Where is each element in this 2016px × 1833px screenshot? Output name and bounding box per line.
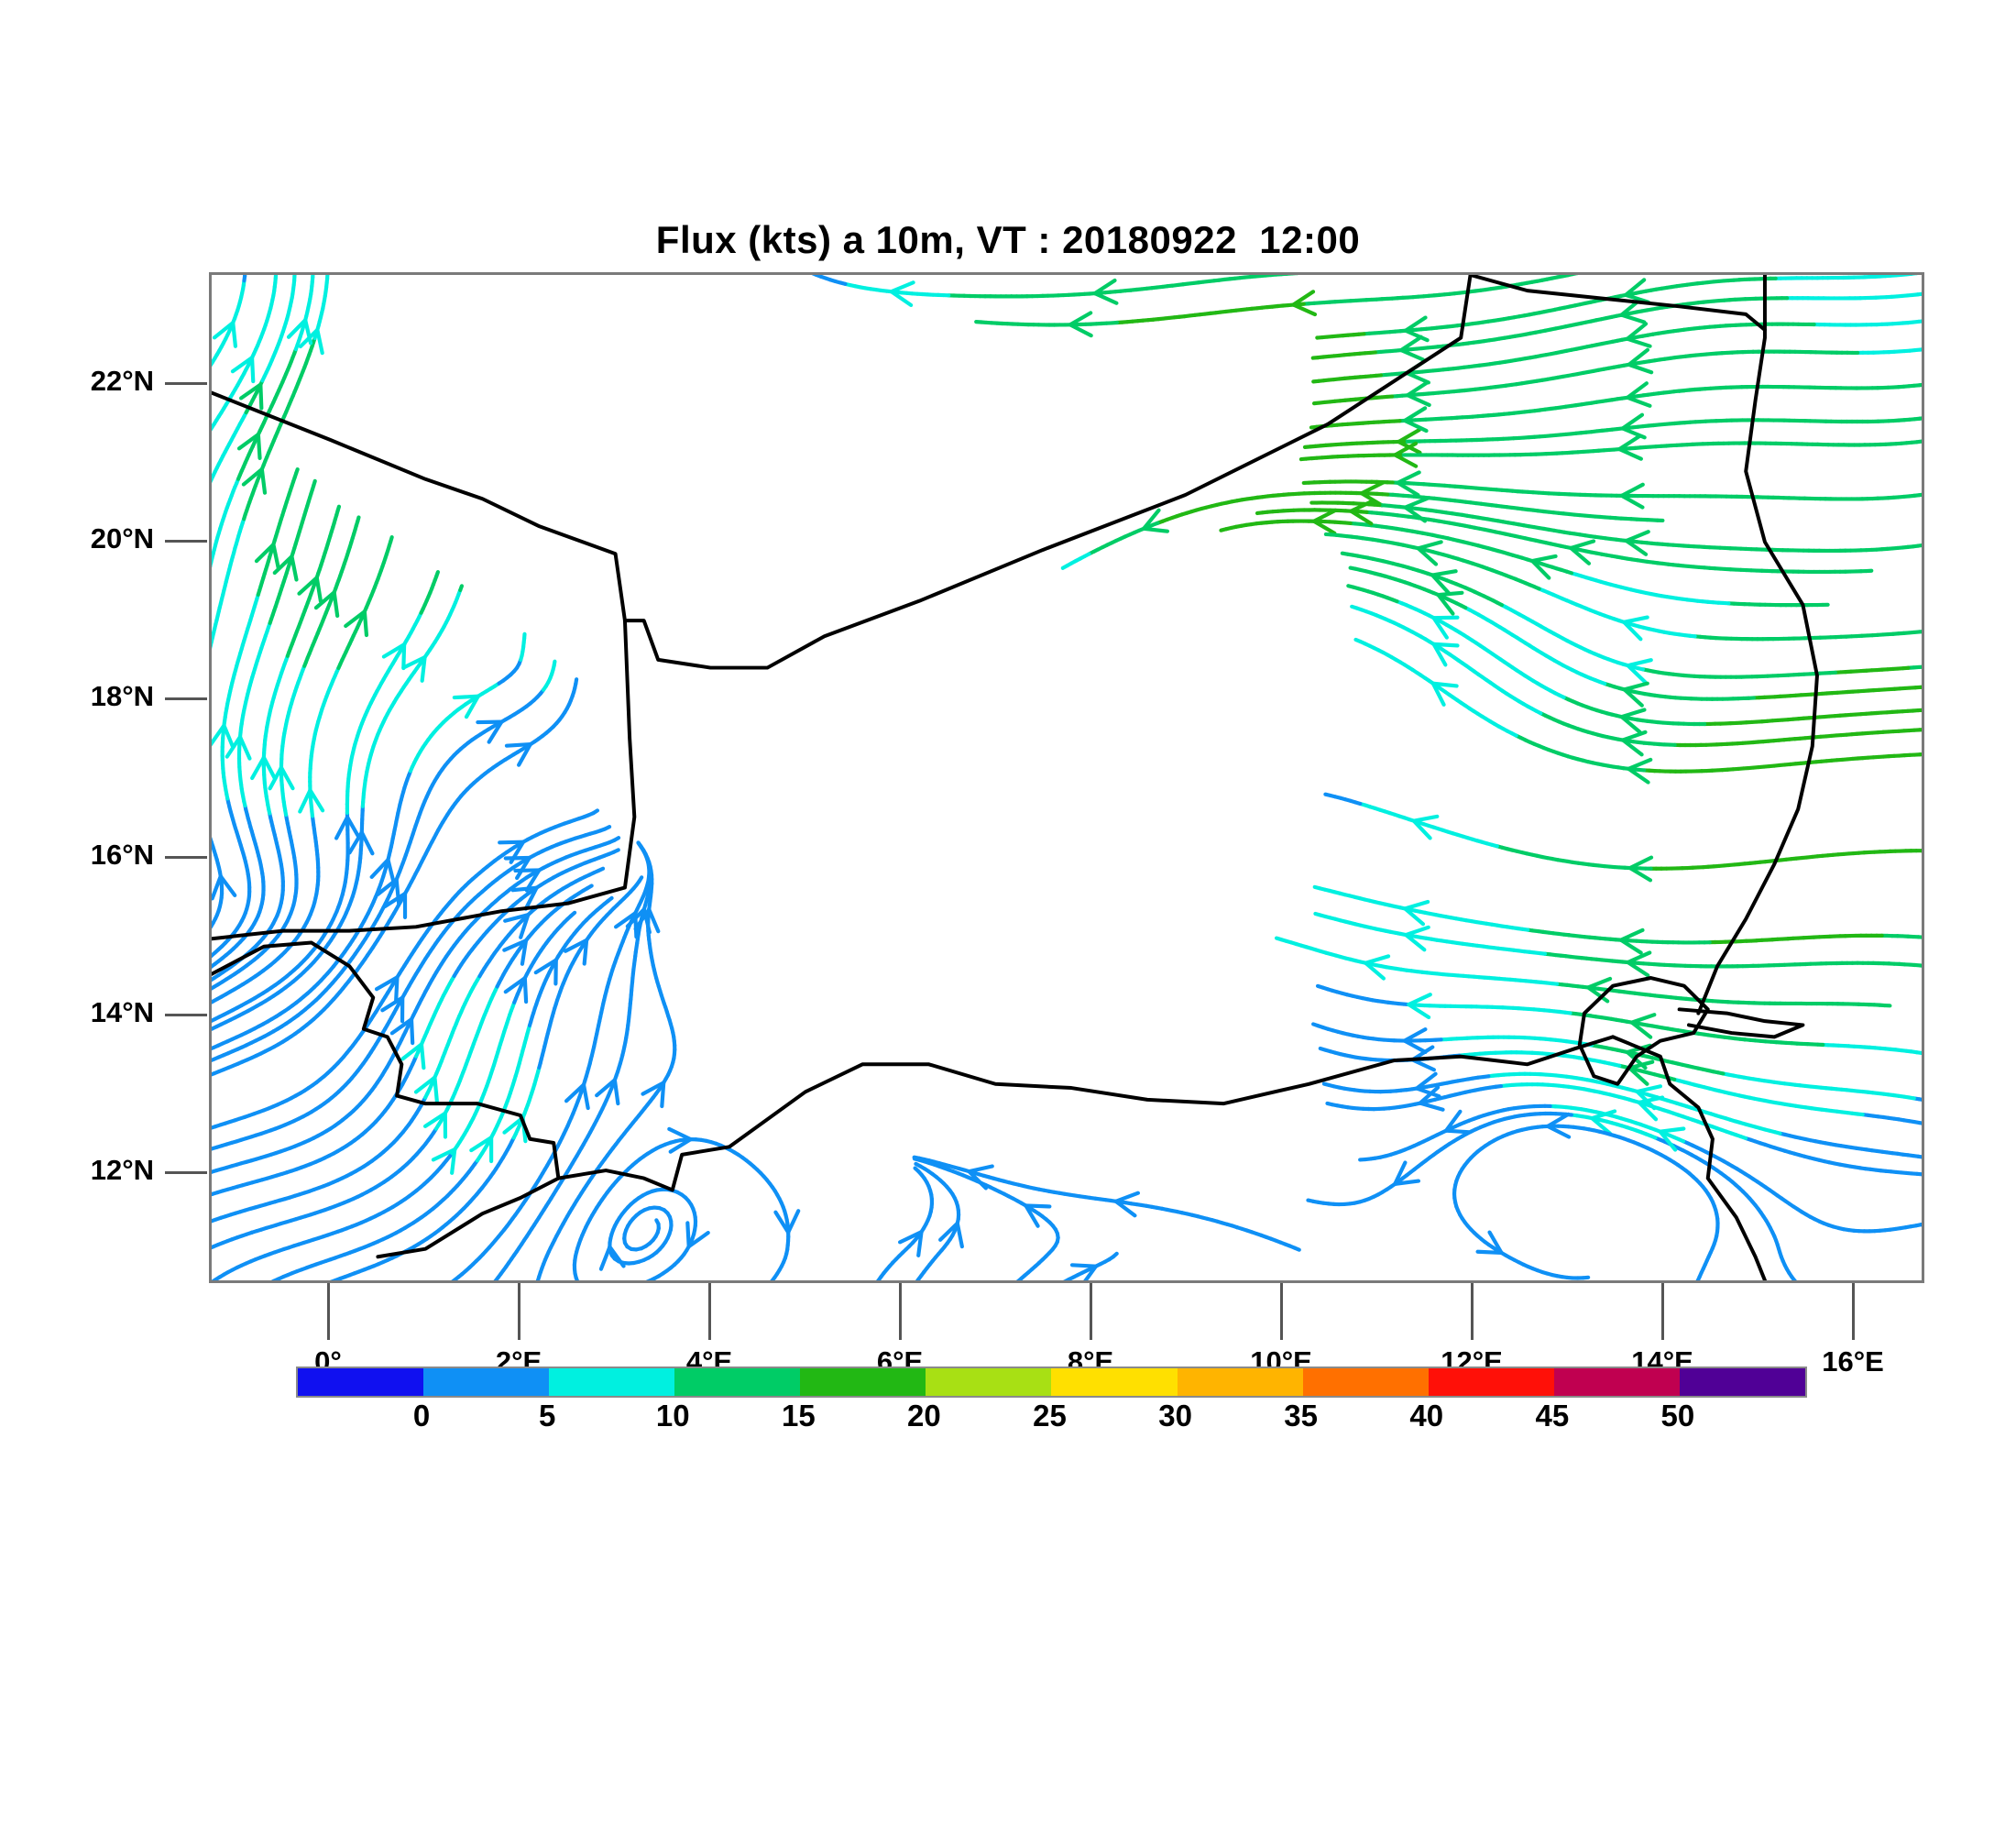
y-axis-tick-label-12: 12°N bbox=[90, 1154, 154, 1187]
x-axis-tick-mark bbox=[1471, 1283, 1474, 1340]
border-line bbox=[212, 275, 1473, 670]
colorbar-segment-amber bbox=[1177, 1368, 1303, 1396]
x-axis-tick-mark bbox=[1852, 1283, 1855, 1340]
colorbar-segment-grass-green bbox=[800, 1368, 926, 1396]
border-line bbox=[1468, 275, 1767, 332]
colorbar-label-20: 20 bbox=[907, 1399, 941, 1432]
y-axis-tick-mark bbox=[165, 1014, 207, 1017]
x-axis-tick-label-16: 16°E bbox=[1822, 1345, 1884, 1377]
border-line bbox=[1611, 1035, 1767, 1280]
chart-title: Flux (kts) a 10m, VT : 20180922 12:00 bbox=[655, 218, 1361, 261]
y-axis-tick-mark bbox=[165, 539, 207, 543]
colorbar-segment-spring-green bbox=[674, 1368, 801, 1396]
colorbar-label-45: 45 bbox=[1535, 1399, 1570, 1432]
streamline-group bbox=[212, 275, 1922, 1280]
x-axis-tick-mark bbox=[708, 1283, 711, 1340]
colorbar-segment-orange bbox=[1302, 1368, 1429, 1396]
colorbar-segment-light-blue bbox=[423, 1368, 550, 1396]
border-line bbox=[556, 1035, 1616, 1192]
x-axis-tick-mark bbox=[518, 1283, 520, 1340]
colorbar-segment-crimson bbox=[1553, 1368, 1680, 1396]
wind-streamline-layer bbox=[212, 275, 1922, 1280]
border-line bbox=[1677, 1007, 1805, 1039]
colorbar-label-10: 10 bbox=[655, 1399, 690, 1432]
colorbar-segment-yellow bbox=[1051, 1368, 1178, 1396]
y-axis-tick-label-22: 22°N bbox=[90, 364, 154, 397]
y-axis-tick-label-16: 16°N bbox=[90, 838, 154, 871]
colorbar-label-5: 5 bbox=[538, 1399, 556, 1432]
colorbar-label-35: 35 bbox=[1284, 1399, 1319, 1432]
y-axis-tick-label-18: 18°N bbox=[90, 680, 154, 713]
colorbar-segment-cyan bbox=[549, 1368, 675, 1396]
y-axis-tick-mark bbox=[165, 381, 207, 385]
colorbar-label-15: 15 bbox=[781, 1399, 816, 1432]
border-line bbox=[1696, 275, 1819, 1015]
y-axis-tick-mark bbox=[165, 855, 207, 859]
colorbar-segment-purple bbox=[1679, 1368, 1805, 1396]
colorbar-label-40: 40 bbox=[1409, 1399, 1444, 1432]
x-axis-tick-mark bbox=[1090, 1283, 1092, 1340]
colorbar-segment-yellow-green bbox=[926, 1368, 1052, 1396]
country-border-layer bbox=[212, 275, 1819, 1280]
colorbar bbox=[296, 1367, 1807, 1398]
colorbar-segment-red bbox=[1428, 1368, 1554, 1396]
border-line bbox=[1577, 976, 1710, 1086]
colorbar-label-30: 30 bbox=[1158, 1399, 1192, 1432]
colorbar-segment-blue bbox=[298, 1368, 424, 1396]
y-axis-tick-label-14: 14°N bbox=[90, 996, 154, 1029]
colorbar-label-50: 50 bbox=[1660, 1399, 1695, 1432]
x-axis-tick-mark bbox=[1661, 1283, 1664, 1340]
y-axis-tick-mark bbox=[165, 697, 207, 701]
border-line bbox=[212, 619, 637, 941]
x-axis-tick-mark bbox=[1280, 1283, 1283, 1340]
border-line bbox=[212, 940, 561, 1259]
y-axis-tick-mark bbox=[165, 1171, 207, 1175]
colorbar-label-25: 25 bbox=[1033, 1399, 1067, 1432]
map-plot-area bbox=[209, 272, 1924, 1283]
colorbar-label-0: 0 bbox=[412, 1399, 431, 1432]
x-axis-tick-mark bbox=[327, 1283, 330, 1340]
y-axis-tick-label-20: 20°N bbox=[90, 521, 154, 554]
x-axis-tick-mark bbox=[899, 1283, 902, 1340]
